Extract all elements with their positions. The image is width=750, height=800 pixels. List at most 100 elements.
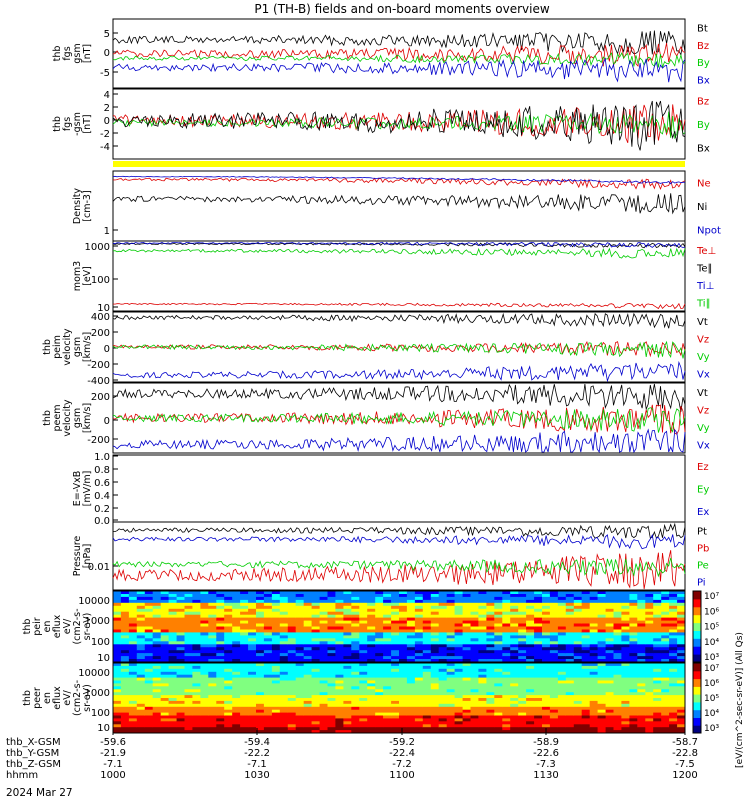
spectrogram-cell [486,698,495,702]
spectrogram-cell [414,608,424,613]
colorbar-swatch [693,701,701,711]
spectrogram-cell [327,611,336,616]
spectrogram-cell [645,712,654,716]
spectrogram-cell [335,721,344,725]
spectrogram-cell [526,620,535,625]
spectrogram-cell [399,617,408,622]
spectrogram-cell [645,677,654,681]
spectrogram-cell [597,632,606,636]
y-tick-label: 400 [91,312,110,323]
spectrogram-cell [446,715,456,719]
spectrogram-cell [311,626,320,630]
spectrogram-cell [200,647,209,651]
spectrogram-cell [454,602,463,607]
spectrogram-cell [271,617,281,622]
spectrogram-cell [470,689,479,693]
spectrogram-cell [645,683,654,687]
spectrogram-cell [192,641,201,645]
spectrogram-cell [613,623,622,627]
spectrogram-cell [160,703,170,708]
spectrogram-cell [661,706,670,711]
spectrogram-cell [200,626,209,630]
spectrogram-cell [589,706,599,711]
panel-ylabel: fgs [62,117,73,131]
colorbar-swatch [693,694,701,703]
spectrogram-cell [200,730,209,734]
spectrogram-cell [549,692,559,696]
spectrogram-cell [359,647,368,651]
spectrogram-cell [534,718,543,722]
spectrogram-cell [430,718,440,722]
spectrogram-cell [351,653,360,657]
spectrogram-cell [295,594,305,598]
spectrogram-cell [263,653,273,657]
spectrogram-cell [335,614,344,619]
spectrogram-cell [383,611,392,616]
spectrogram-cell [335,591,344,595]
spectrogram-cell [295,626,305,630]
spectrogram-cell [263,594,273,598]
panel-ylabel: Density [72,188,83,224]
spectrogram-cell [478,700,487,705]
spectrogram-cell [557,715,567,719]
spectrogram-cell [629,712,638,716]
spectrogram-cell [637,617,646,622]
spectrogram-cell [478,724,487,728]
series-trace-Bt [112,30,686,57]
spectrogram-cell [295,671,305,676]
spectrogram-cell [343,608,352,613]
spectrogram-cell [406,698,416,702]
spectrogram-cell [256,653,265,657]
spectrogram-cell [303,608,313,613]
spectrogram-cell [248,703,257,708]
xaxis-value: -7.3 [536,759,556,770]
spectrogram-cell [240,724,249,728]
spectrogram-cell [216,695,225,699]
spectrogram-cell [549,647,559,651]
spectrogram-cell [367,626,376,630]
spectrogram-cell [176,724,185,728]
spectrogram-cell [279,663,289,667]
spectrogram-cell [438,635,448,639]
spectrogram-cell [502,638,511,642]
spectrogram-cell [653,677,662,681]
spectrogram-cell [263,730,273,734]
spectrogram-cell [549,695,559,699]
spectrogram-cell [263,677,273,681]
spectrogram-cell [263,724,273,728]
spectrogram-cell [359,730,368,734]
spectrogram-cell [422,599,432,604]
spectrogram-cell [200,656,209,660]
spectrogram-cell [113,594,122,598]
spectrogram-cell [565,709,575,714]
spectrogram-cell [549,591,559,595]
spectrogram-cell [518,653,527,657]
spectrogram-cell [677,605,686,610]
spectrogram-cell [438,611,448,616]
series-legend-By: By [697,120,710,131]
spectrogram-cell [414,668,424,673]
spectrogram-cell [248,596,257,601]
spectrogram-cell [406,617,416,622]
spectrogram-cell [113,626,122,630]
spectrogram-cell [184,632,193,636]
spectrogram-cell [319,724,328,728]
spectrogram-cell [589,683,599,687]
spectrogram-cell [113,663,122,667]
spectrogram-cell [327,703,336,708]
spectrogram-cell [438,695,448,699]
spectrogram-cell [422,680,432,684]
spectrogram-cell [311,680,320,684]
spectrogram-cell [438,632,448,636]
spectrogram-cell [486,638,495,642]
spectrogram-cell [351,703,360,708]
spectrogram-cell [557,727,567,731]
spectrogram-cell [367,724,376,728]
spectrogram-cell [271,656,281,660]
spectrogram-cell [549,727,559,731]
spectrogram-cell [160,599,170,604]
spectrogram-cell [311,730,320,734]
spectrogram-cell [192,647,201,651]
colorbar-tick: 10³ [704,724,719,734]
spectrogram-cell [224,594,233,598]
